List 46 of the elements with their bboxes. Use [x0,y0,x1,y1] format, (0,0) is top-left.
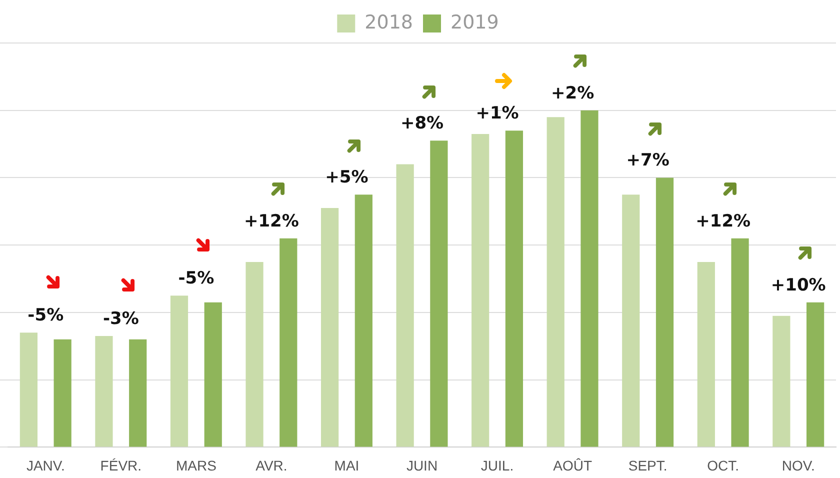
bar [580,110,598,447]
bar [280,238,298,447]
annotation: +12% [696,211,751,232]
x-tick-label: SEPT. [628,457,668,474]
bar [54,339,72,447]
bar [546,117,564,447]
x-tick-label: AVR. [256,457,288,474]
annotation: +10% [770,275,826,296]
text: +2% [550,83,594,104]
x-tick-label: JUIN [406,457,438,474]
bar [170,296,188,447]
legend-label: 2019 [450,11,499,34]
bar [622,194,640,447]
annotation: +8% [400,114,444,134]
bar [731,238,749,447]
annotation: +7% [626,150,670,171]
bar [129,339,147,447]
bar [204,302,222,447]
annotation: +1% [476,104,519,124]
x-tick-label: MARS [176,457,216,474]
annotation: +12% [244,211,299,232]
x-tick-label: FÉVR. [100,457,142,474]
bar [806,302,824,447]
x-tick-label: AOÛT [553,457,592,474]
bar [505,130,524,447]
bar [430,140,448,447]
annotation: +5% [325,167,368,188]
x-tick-label: JANV. [26,457,65,474]
bar [20,332,38,447]
bar [320,208,339,447]
annotation: -3% [102,308,139,329]
bar [472,134,490,447]
x-tick-label: JUIL. [480,457,514,474]
bar [772,316,790,447]
x-tick-label: MAI [334,457,360,474]
bar [396,164,414,447]
bar [697,262,715,447]
x-tick-label: NOV. [782,457,815,474]
bar [246,262,264,447]
bar [95,336,113,447]
legend-label: 2018 [364,11,414,34]
x-tick-label: OCT. [707,457,740,474]
annotation: -5% [178,268,214,289]
bar [354,194,372,447]
annotation: -5% [28,306,64,326]
bar [656,178,674,447]
